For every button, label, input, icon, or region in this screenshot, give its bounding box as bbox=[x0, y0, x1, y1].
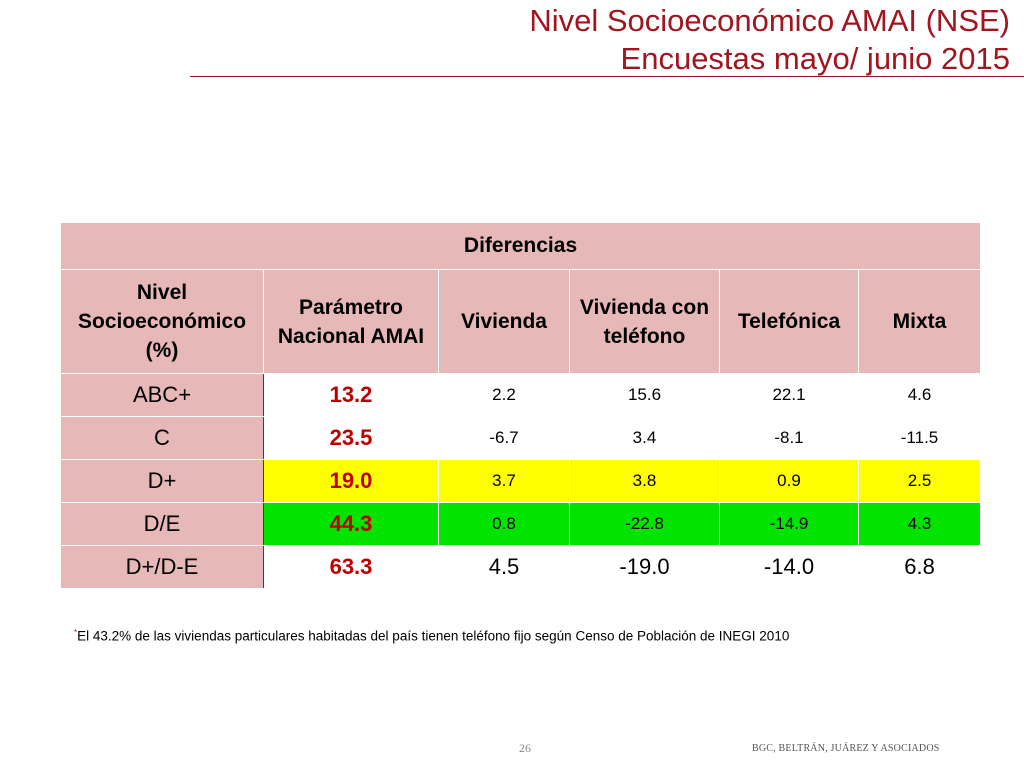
table-row: D+ 19.0 3.7 3.8 0.9 2.5 bbox=[60, 459, 982, 503]
value-cell-vivienda-telefono: 3.4 bbox=[569, 416, 720, 460]
differences-table: Diferencias Nivel Socioeconómico (%) Par… bbox=[59, 222, 982, 589]
footnote-text: El 43.2% de las viviendas particulares h… bbox=[77, 628, 790, 644]
value-cell-mixta: 2.5 bbox=[857, 459, 982, 503]
col-header-nivel: Nivel Socioeconómico (%) bbox=[60, 269, 264, 374]
table-row: D/E 44.3 0.8 -22.8 -14.9 4.3 bbox=[60, 502, 982, 546]
group-header: Diferencias bbox=[59, 222, 982, 270]
value-cell-telefonica: -14.0 bbox=[719, 545, 859, 589]
title-line-2: Encuestas mayo/ junio 2015 bbox=[620, 41, 1010, 76]
table-row: ABC+ 13.2 2.2 15.6 22.1 4.6 bbox=[60, 373, 982, 417]
table-row: D+/D-E 63.3 4.5 -19.0 -14.0 6.8 bbox=[60, 545, 982, 589]
slide-title: Nivel Socioeconómico AMAI (NSE) Encuesta… bbox=[529, 2, 1010, 78]
param-cell: 19.0 bbox=[263, 459, 439, 503]
col-header-telefonica: Telefónica bbox=[719, 269, 859, 374]
param-cell: 13.2 bbox=[263, 373, 439, 417]
footnote-marker: * bbox=[74, 628, 78, 637]
value-cell-telefonica: -8.1 bbox=[719, 416, 859, 460]
table-row: C 23.5 -6.7 3.4 -8.1 -11.5 bbox=[60, 416, 982, 460]
param-cell: 23.5 bbox=[263, 416, 439, 460]
row-label: C bbox=[60, 416, 264, 460]
value-cell-vivienda: 4.5 bbox=[438, 545, 570, 589]
value-cell-vivienda-telefono: -22.8 bbox=[569, 502, 720, 546]
value-cell-vivienda-telefono: 3.8 bbox=[569, 459, 720, 503]
title-underline bbox=[190, 76, 1024, 77]
value-cell-vivienda-telefono: 15.6 bbox=[569, 373, 720, 417]
value-cell-vivienda: 2.2 bbox=[438, 373, 570, 417]
row-label: D/E bbox=[60, 502, 264, 546]
value-cell-vivienda: 3.7 bbox=[438, 459, 570, 503]
value-cell-mixta: 4.3 bbox=[857, 502, 982, 546]
footnote: *El 43.2% de las viviendas particulares … bbox=[74, 628, 789, 644]
value-cell-vivienda: -6.7 bbox=[438, 416, 570, 460]
col-header-parametro: Parámetro Nacional AMAI bbox=[263, 269, 439, 374]
title-line-1: Nivel Socioeconómico AMAI (NSE) bbox=[529, 3, 1010, 38]
value-cell-mixta: 4.6 bbox=[857, 373, 982, 417]
value-cell-vivienda-telefono: -19.0 bbox=[569, 545, 720, 589]
page-number: 26 bbox=[519, 741, 531, 755]
value-cell-mixta: 6.8 bbox=[857, 545, 982, 589]
value-cell-mixta: -11.5 bbox=[857, 416, 982, 460]
row-label: D+/D-E bbox=[60, 545, 264, 589]
param-cell: 63.3 bbox=[263, 545, 439, 589]
row-label: D+ bbox=[60, 459, 264, 503]
param-cell: 44.3 bbox=[263, 502, 439, 546]
col-header-vivienda-telefono: Vivienda con teléfono bbox=[569, 269, 720, 374]
col-header-mixta: Mixta bbox=[857, 269, 982, 374]
value-cell-vivienda: 0.8 bbox=[438, 502, 570, 546]
value-cell-telefonica: 0.9 bbox=[719, 459, 859, 503]
value-cell-telefonica: -14.9 bbox=[719, 502, 859, 546]
value-cell-telefonica: 22.1 bbox=[719, 373, 859, 417]
row-label: ABC+ bbox=[60, 373, 264, 417]
col-header-vivienda: Vivienda bbox=[438, 269, 570, 374]
firm-name: BGC, BELTRÁN, JUÁREZ Y ASOCIADOS bbox=[752, 743, 940, 754]
